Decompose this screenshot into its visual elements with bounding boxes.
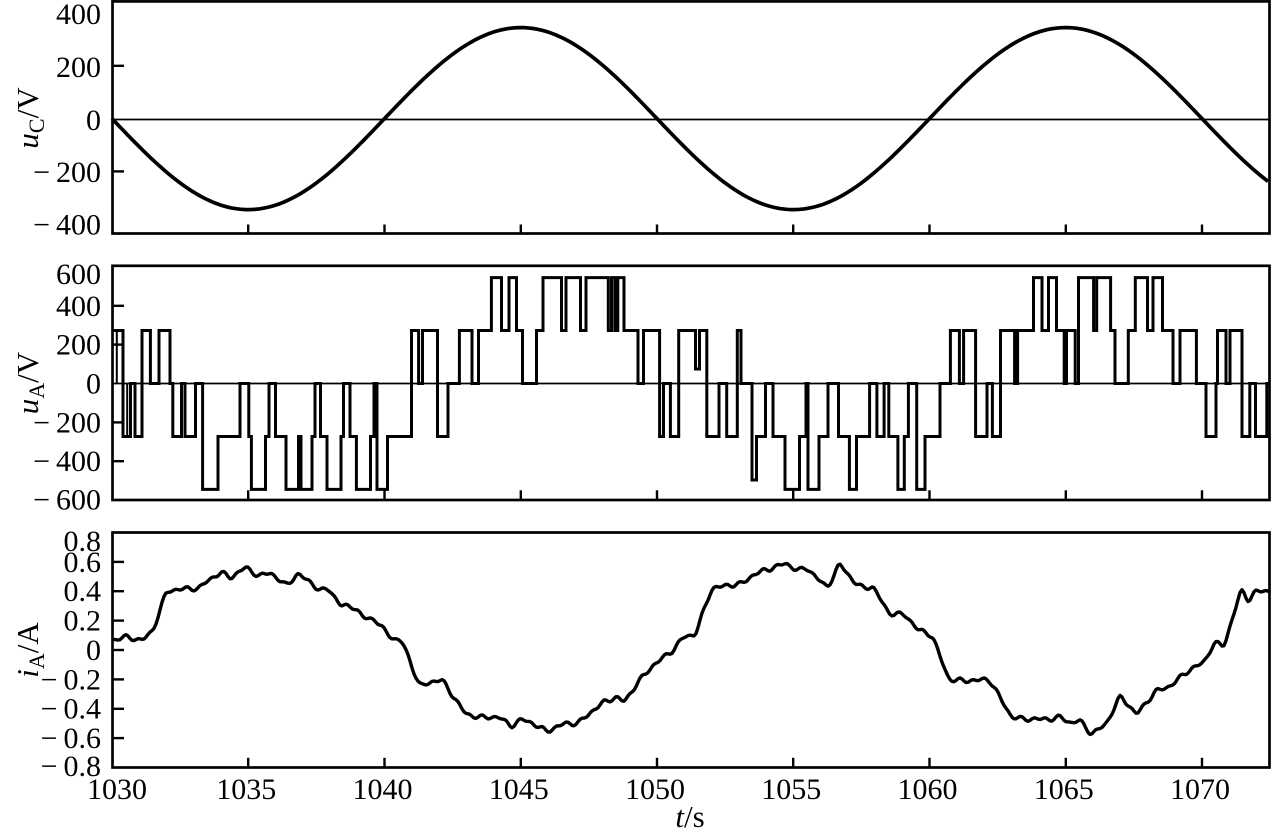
svg-text:uC/V: uC/V bbox=[10, 87, 49, 149]
svg-text:0.2: 0.2 bbox=[64, 605, 102, 638]
svg-text:200: 200 bbox=[56, 51, 101, 84]
svg-text:400: 400 bbox=[56, 0, 101, 31]
svg-text:200: 200 bbox=[56, 329, 101, 362]
svg-text:600: 600 bbox=[56, 258, 101, 291]
svg-text:0.4: 0.4 bbox=[64, 575, 102, 608]
svg-text:0.6: 0.6 bbox=[64, 546, 102, 579]
svg-text:t/s: t/s bbox=[675, 799, 704, 834]
svg-text:1070: 1070 bbox=[1170, 773, 1230, 806]
svg-text:1055: 1055 bbox=[761, 773, 821, 806]
svg-text:− 400: − 400 bbox=[33, 209, 101, 242]
svg-text:uA/V: uA/V bbox=[10, 351, 49, 414]
svg-text:− 0.4: − 0.4 bbox=[41, 693, 101, 726]
svg-text:− 200: − 200 bbox=[33, 156, 101, 189]
svg-text:0: 0 bbox=[86, 368, 101, 401]
svg-text:− 400: − 400 bbox=[33, 445, 101, 478]
svg-text:0: 0 bbox=[86, 634, 101, 667]
svg-text:− 600: − 600 bbox=[33, 484, 101, 517]
svg-text:1030: 1030 bbox=[87, 773, 147, 806]
svg-text:iA/A: iA/A bbox=[10, 622, 49, 678]
svg-text:1065: 1065 bbox=[1034, 773, 1094, 806]
svg-text:400: 400 bbox=[56, 290, 101, 323]
svg-text:1045: 1045 bbox=[489, 773, 549, 806]
svg-text:− 0.6: − 0.6 bbox=[41, 722, 101, 755]
svg-text:− 0.8: − 0.8 bbox=[41, 750, 101, 783]
svg-text:− 0.2: − 0.2 bbox=[41, 663, 101, 696]
svg-text:1050: 1050 bbox=[625, 773, 685, 806]
svg-text:0.8: 0.8 bbox=[64, 525, 102, 558]
svg-text:1035: 1035 bbox=[216, 773, 276, 806]
svg-text:1060: 1060 bbox=[898, 773, 958, 806]
svg-text:− 200: − 200 bbox=[33, 406, 101, 439]
svg-text:0: 0 bbox=[86, 104, 101, 137]
svg-text:1040: 1040 bbox=[353, 773, 413, 806]
